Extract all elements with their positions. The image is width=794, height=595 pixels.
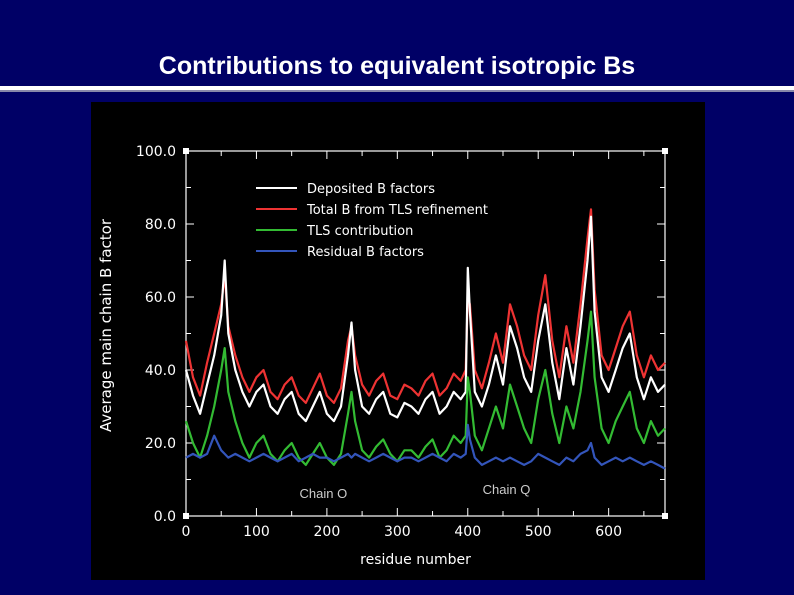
legend-label: Residual B factors: [307, 245, 424, 260]
legend-label: Total B from TLS refinement: [306, 203, 488, 218]
y-tick-label: 80.0: [145, 217, 176, 233]
series-line: [184, 215, 666, 423]
series-line: [184, 310, 666, 466]
series-line: [184, 208, 666, 404]
y-tick-label: 40.0: [145, 363, 176, 379]
x-tick-label: 600: [595, 524, 622, 540]
plot-panel: 0 100 200 300 400 500 600 0.0 20.0 40.0 60.0 80.0 10…: [91, 102, 705, 580]
legend: Deposited B factors Total B from TLS refi…: [256, 182, 488, 260]
x-axis-label: residue number: [360, 552, 471, 568]
title-underline-shadow: [0, 90, 794, 92]
x-tick-label: 200: [314, 524, 341, 540]
legend-label: TLS contribution: [306, 224, 413, 239]
series-lines: [184, 208, 666, 470]
x-tick-label: 0: [182, 524, 191, 540]
x-tick-label: 400: [454, 524, 481, 540]
series-line: [185, 423, 666, 470]
chain-annotation: Chain O: [300, 486, 348, 501]
annotations: Chain O Chain Q: [300, 482, 531, 501]
legend-label: Deposited B factors: [307, 182, 435, 197]
slide-title: Contributions to equivalent isotropic Bs: [158, 52, 636, 80]
x-tick-label: 100: [243, 524, 270, 540]
y-tick-label: 20.0: [145, 436, 176, 452]
x-tick-label: 300: [384, 524, 411, 540]
axis-ticks: 0 100 200 300 400 500 600 0.0 20.0 40.0 60.0 80.0 10…: [97, 144, 665, 568]
y-tick-label: 0.0: [154, 509, 176, 525]
y-tick-label: 60.0: [145, 290, 176, 306]
y-tick-label: 100.0: [136, 144, 176, 160]
b-factor-chart: 0 100 200 300 400 500 600 0.0 20.0 40.0 60.0 80.0 10…: [97, 144, 668, 568]
y-axis-label: Average main chain B factor: [97, 218, 115, 432]
title-underline: [0, 86, 794, 90]
x-tick-label: 500: [525, 524, 552, 540]
chain-annotation: Chain Q: [483, 482, 531, 497]
